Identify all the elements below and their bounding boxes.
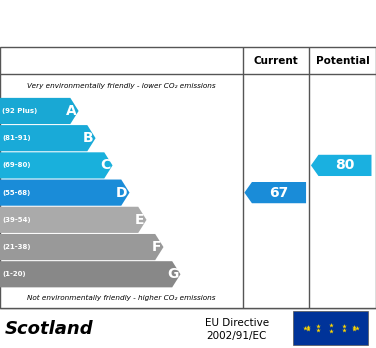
Polygon shape [244, 182, 306, 203]
Text: E: E [135, 213, 145, 227]
Text: Very environmentally friendly - lower CO₂ emissions: Very environmentally friendly - lower CO… [27, 83, 215, 89]
Text: (69-80): (69-80) [2, 163, 31, 168]
Text: (55-68): (55-68) [2, 190, 30, 196]
Text: Potential: Potential [316, 56, 369, 66]
Text: Scotland: Scotland [5, 320, 93, 338]
Polygon shape [311, 155, 371, 176]
Text: D: D [116, 185, 128, 200]
Polygon shape [0, 261, 180, 287]
Bar [293, 311, 368, 345]
Text: Not environmentally friendly - higher CO₂ emissions: Not environmentally friendly - higher CO… [27, 295, 215, 301]
Text: (21-38): (21-38) [2, 244, 31, 250]
Text: 2002/91/EC: 2002/91/EC [207, 331, 267, 341]
Text: Current: Current [253, 56, 298, 66]
Text: (81-91): (81-91) [2, 135, 31, 141]
Text: (1-20): (1-20) [2, 271, 26, 277]
Text: F: F [152, 240, 162, 254]
Text: A: A [66, 104, 77, 118]
Text: (39-54): (39-54) [2, 217, 31, 223]
Text: EU Directive: EU Directive [205, 318, 269, 328]
Text: B: B [83, 131, 94, 145]
Polygon shape [0, 98, 79, 124]
Polygon shape [0, 125, 96, 151]
Text: Environmental Impact (CO$_2$) Rating: Environmental Impact (CO$_2$) Rating [29, 14, 347, 33]
Text: (92 Plus): (92 Plus) [2, 108, 38, 114]
Text: 80: 80 [335, 158, 355, 172]
Polygon shape [0, 152, 112, 179]
Polygon shape [0, 180, 129, 206]
Text: G: G [167, 267, 179, 281]
Polygon shape [0, 234, 164, 260]
Text: C: C [100, 158, 111, 172]
Text: 67: 67 [269, 185, 289, 200]
Polygon shape [0, 207, 147, 233]
